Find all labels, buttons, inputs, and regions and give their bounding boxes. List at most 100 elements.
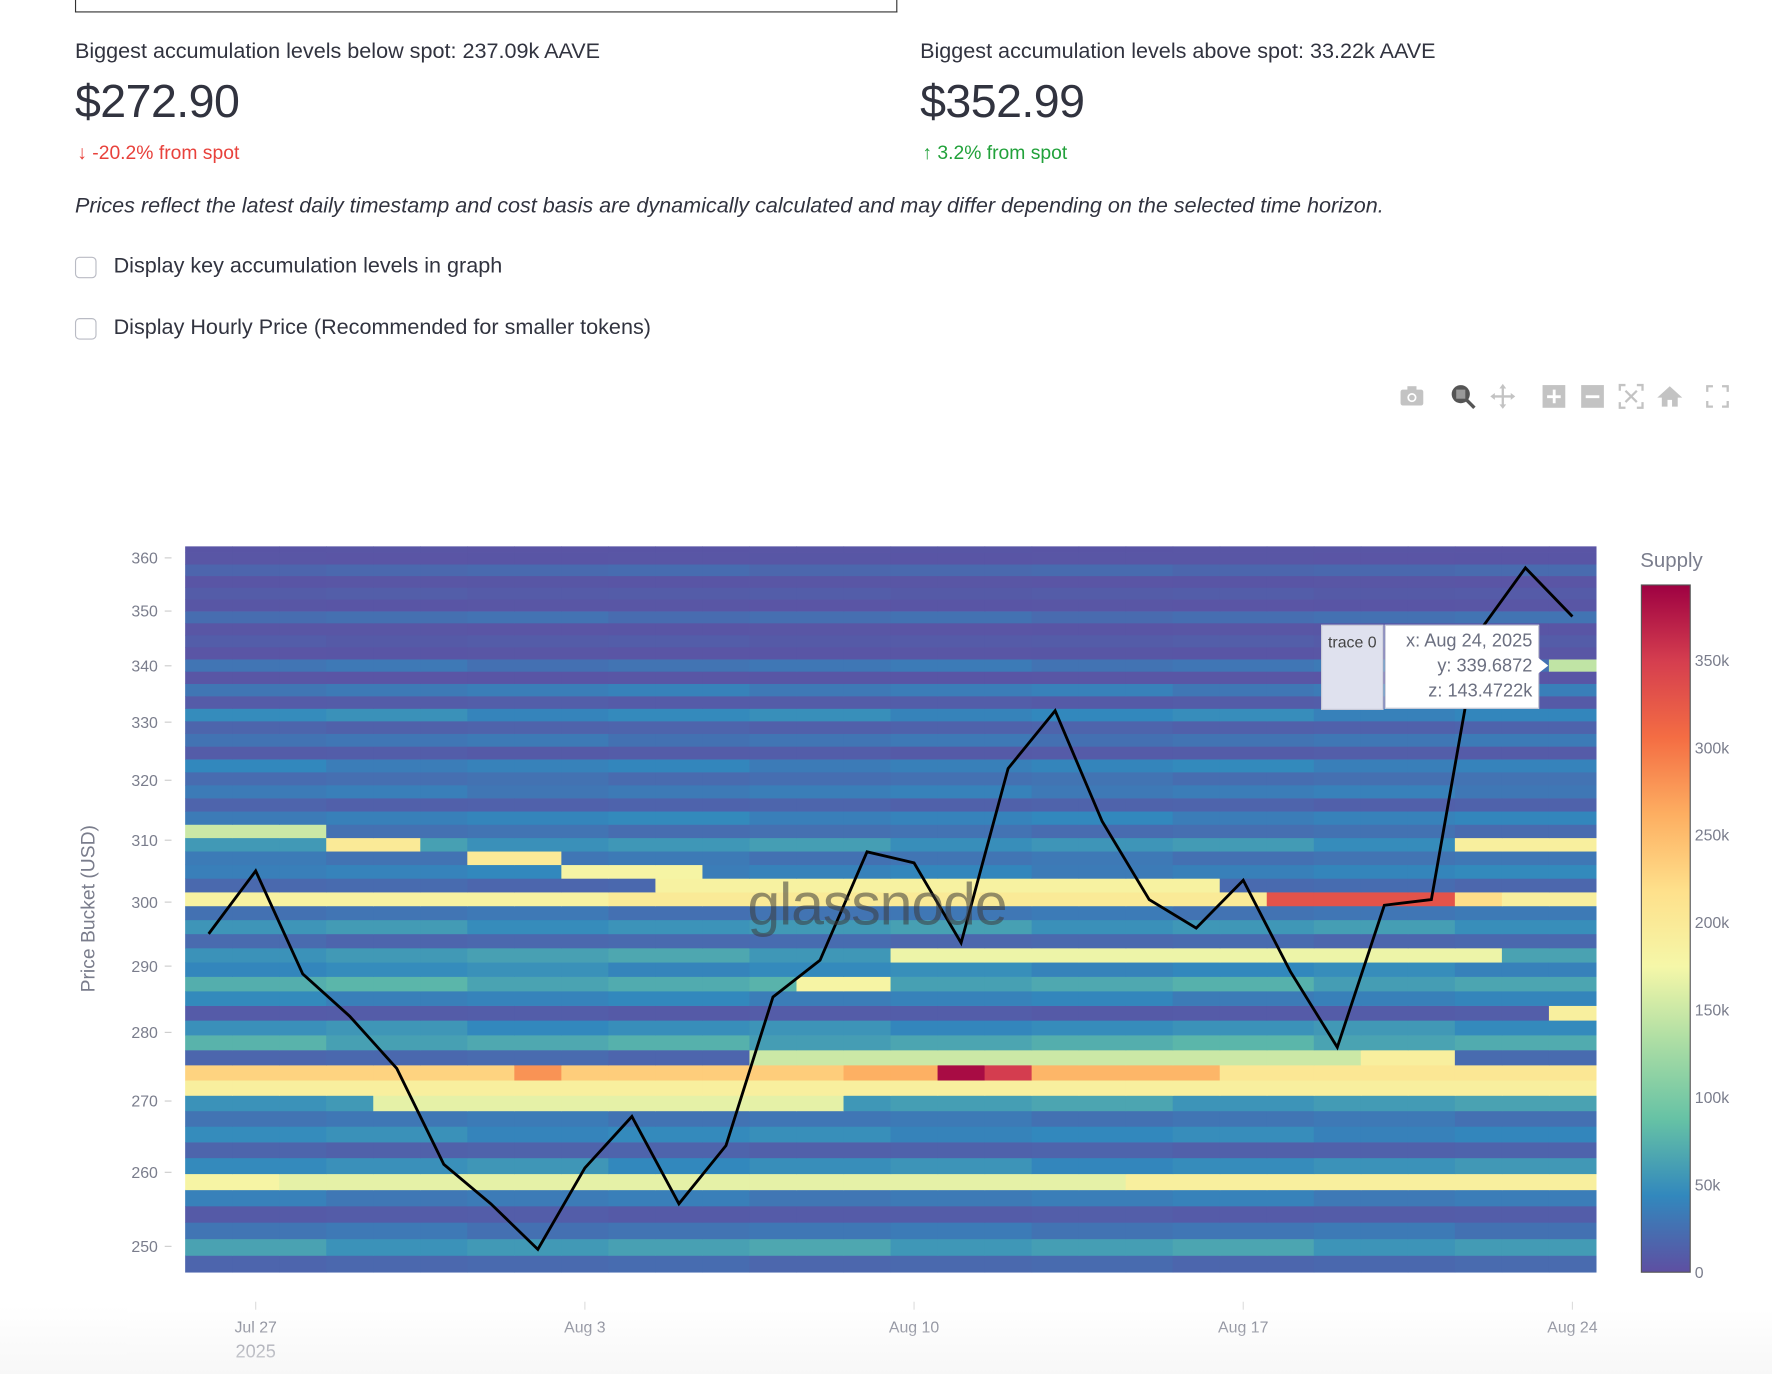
heatmap-cell xyxy=(232,1255,280,1273)
heatmap-cell xyxy=(279,746,327,760)
heatmap-cell xyxy=(232,772,280,786)
heatmap-cell xyxy=(1313,962,1362,977)
heatmap-cell xyxy=(655,1238,704,1256)
camera-icon[interactable] xyxy=(1398,383,1425,410)
pan-icon[interactable] xyxy=(1489,383,1516,410)
arrow-down-icon: ↓ xyxy=(77,141,87,164)
heatmap-cell xyxy=(937,575,986,588)
heatmap-cell xyxy=(1360,1206,1409,1223)
heatmap-cell xyxy=(1407,599,1456,612)
heatmap-cell xyxy=(843,905,892,921)
heatmap-cell xyxy=(1219,784,1268,799)
heatmap-cell xyxy=(1548,1189,1597,1207)
heatmap-cell xyxy=(1219,575,1268,588)
heatmap-cell xyxy=(796,811,845,825)
key-levels-checkbox-row[interactable]: Display key accumulation levels in graph xyxy=(74,254,502,279)
heatmap-cell xyxy=(1266,546,1315,553)
heatmap-cell xyxy=(232,1189,280,1207)
heatmap-cell xyxy=(843,811,892,825)
heatmap-cell xyxy=(1031,1035,1080,1051)
heatmap-cell xyxy=(561,851,609,866)
heatmap-cell xyxy=(1125,837,1174,852)
heatmap-cell xyxy=(326,587,374,600)
heatmap-cell xyxy=(1266,671,1315,684)
zoom-icon[interactable] xyxy=(1449,383,1476,410)
heatmap-cell xyxy=(1313,575,1362,588)
heatmap-cell xyxy=(796,878,845,893)
autoscale-icon[interactable] xyxy=(1618,383,1645,410)
heatmap-cell xyxy=(467,772,515,786)
heatmap-cell xyxy=(1219,824,1268,839)
heatmap-cell xyxy=(1501,851,1550,866)
heatmap-cell xyxy=(232,1222,280,1240)
heatmap-cell xyxy=(232,811,280,825)
heatmap-cell xyxy=(1172,599,1221,612)
heatmap-cell xyxy=(373,622,421,636)
heatmap-cell xyxy=(1078,575,1127,588)
heatmap-cell xyxy=(796,1173,845,1191)
heatmap-cell xyxy=(185,864,233,879)
heatmap-cell xyxy=(514,1035,562,1051)
heatmap-cell xyxy=(984,683,1033,697)
heatmap-cell xyxy=(1125,1080,1174,1096)
heatmap-cell xyxy=(843,1020,892,1036)
heatmap-cell xyxy=(1172,1157,1221,1175)
heatmap-cell xyxy=(561,611,609,624)
heatmap-cell xyxy=(843,587,892,600)
heatmap-cell xyxy=(1454,759,1503,773)
heatmap-cell xyxy=(1219,546,1268,553)
fullscreen-icon[interactable] xyxy=(1704,383,1731,410)
heatmap-cell xyxy=(843,991,892,1006)
heatmap-cell xyxy=(1548,599,1597,612)
heatmap-cell xyxy=(1125,878,1174,893)
heatmap-cell xyxy=(420,622,468,636)
heatmap-cell xyxy=(514,759,562,773)
heatmap-cell xyxy=(326,1238,374,1256)
heatmap-cell xyxy=(1172,1126,1221,1143)
hourly-price-checkbox-row[interactable]: Display Hourly Price (Recommended for sm… xyxy=(74,316,651,341)
heatmap-cell xyxy=(655,1020,704,1036)
heatmap-cell xyxy=(1078,1157,1127,1175)
heatmap-cell xyxy=(655,1126,704,1143)
below-level-delta: ↓ -20.2% from spot xyxy=(77,142,239,165)
hourly-price-checkbox[interactable] xyxy=(74,317,97,340)
heatmap-cell xyxy=(1454,772,1503,786)
reset-axes-home-icon[interactable] xyxy=(1656,383,1683,410)
heatmap-cell xyxy=(1501,1126,1550,1143)
heatmap-cell xyxy=(1219,1157,1268,1175)
key-levels-checkbox[interactable] xyxy=(74,256,97,278)
heatmap-cell xyxy=(890,1005,939,1021)
top-input-box[interactable] xyxy=(74,0,898,13)
heatmap-cell xyxy=(890,759,939,773)
heatmap-cell xyxy=(796,1065,845,1081)
heatmap-cell xyxy=(1407,1065,1456,1081)
heatmap-cell xyxy=(185,659,233,672)
heatmap-cell xyxy=(373,798,421,812)
heatmap-cell xyxy=(1266,1238,1315,1256)
heatmap-cell xyxy=(702,564,751,577)
heatmap-cell xyxy=(937,546,986,553)
heatmap-cell xyxy=(185,708,233,722)
heatmap-cell xyxy=(1172,933,1221,949)
heatmap-cell xyxy=(655,1110,704,1127)
heatmap-cell xyxy=(232,1005,280,1021)
heatmap-cell xyxy=(467,1157,515,1175)
heatmap-cell xyxy=(1501,905,1550,921)
heatmap-cell xyxy=(843,599,892,612)
heatmap-cell xyxy=(1501,1238,1550,1256)
zoom-in-icon[interactable] xyxy=(1540,383,1567,410)
heatmap-cell xyxy=(1078,696,1127,709)
heatmap-cell xyxy=(1501,721,1550,734)
heatmap-cell xyxy=(1219,683,1268,697)
heatmap-cell xyxy=(749,1206,798,1223)
heatmap-cell xyxy=(326,837,374,852)
zoom-out-icon[interactable] xyxy=(1579,383,1606,410)
heatmap-cell xyxy=(420,1238,468,1256)
heatmap-cell xyxy=(420,1206,468,1223)
heatmap-cell xyxy=(1360,905,1409,921)
heatmap-cell xyxy=(702,1020,751,1036)
heatmap-cell xyxy=(1031,892,1080,907)
heatmap-cell xyxy=(655,733,704,747)
heatmap-cell xyxy=(1407,976,1456,992)
